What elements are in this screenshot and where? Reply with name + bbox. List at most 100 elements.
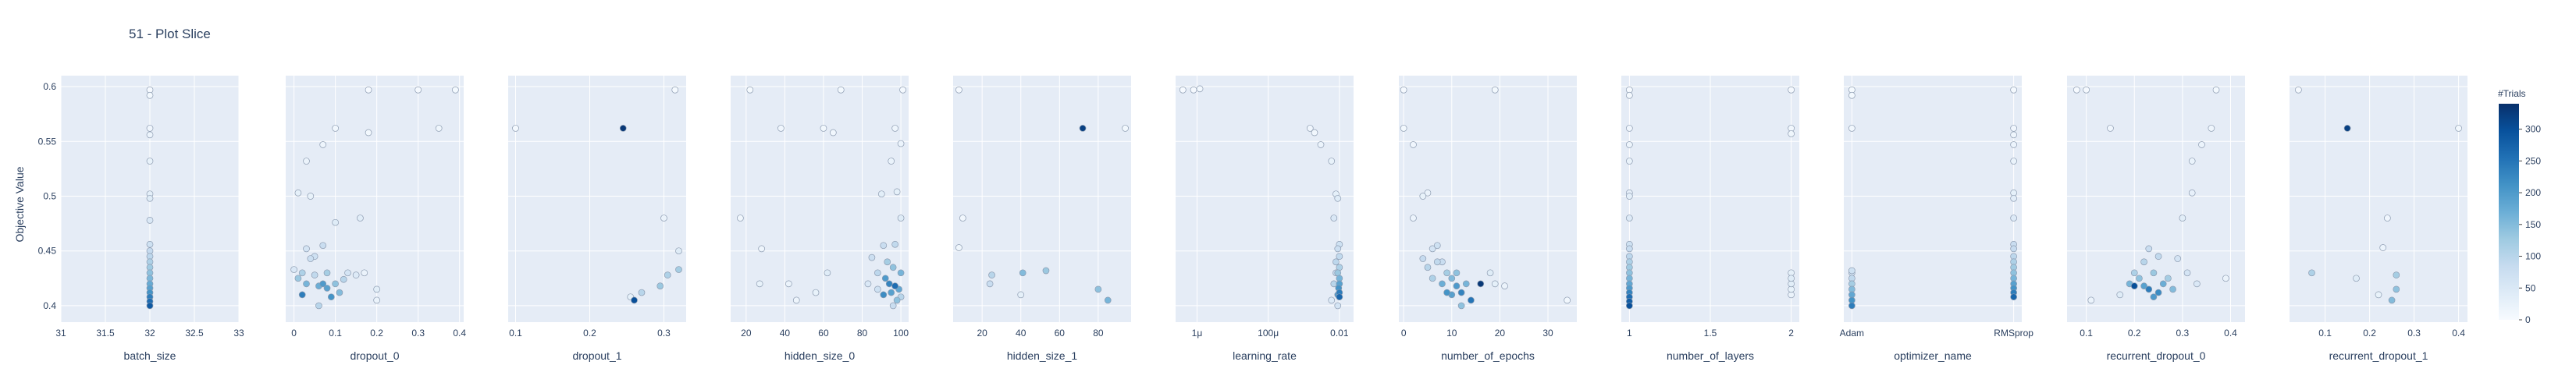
data-point[interactable]	[792, 296, 800, 304]
data-point[interactable]	[1311, 129, 1318, 136]
data-point[interactable]	[2010, 86, 2017, 94]
data-point[interactable]	[1042, 267, 1050, 275]
data-point[interactable]	[1328, 158, 1336, 165]
data-point[interactable]	[2375, 291, 2382, 299]
data-point[interactable]	[756, 280, 763, 288]
data-point[interactable]	[893, 296, 901, 304]
data-point[interactable]	[2010, 158, 2017, 165]
data-point[interactable]	[897, 269, 905, 277]
data-point[interactable]	[435, 125, 443, 132]
data-point[interactable]	[2010, 214, 2017, 222]
data-point[interactable]	[2393, 285, 2400, 293]
data-point[interactable]	[891, 240, 899, 248]
data-point[interactable]	[2140, 258, 2147, 266]
data-point[interactable]	[2179, 214, 2186, 222]
data-point[interactable]	[873, 285, 881, 293]
data-point[interactable]	[873, 269, 881, 277]
data-point[interactable]	[1564, 296, 1571, 304]
data-point[interactable]	[1453, 269, 1461, 277]
data-point[interactable]	[1626, 214, 1633, 222]
data-point[interactable]	[1079, 125, 1087, 132]
data-point[interactable]	[146, 240, 154, 248]
data-point[interactable]	[888, 289, 895, 296]
data-point[interactable]	[1317, 141, 1325, 148]
data-point[interactable]	[332, 125, 339, 132]
data-point[interactable]	[1457, 302, 1465, 310]
data-point[interactable]	[1410, 141, 1417, 148]
data-point[interactable]	[2379, 244, 2387, 251]
data-point[interactable]	[2145, 245, 2153, 253]
data-point[interactable]	[311, 271, 318, 278]
data-point[interactable]	[1848, 267, 1856, 275]
data-point[interactable]	[2010, 245, 2017, 253]
data-point[interactable]	[307, 255, 315, 262]
data-point[interactable]	[146, 194, 154, 202]
data-point[interactable]	[2165, 275, 2172, 282]
data-point[interactable]	[1443, 289, 1450, 296]
data-point[interactable]	[298, 291, 306, 299]
data-point[interactable]	[737, 214, 744, 222]
data-point[interactable]	[2136, 275, 2143, 282]
data-point[interactable]	[671, 86, 679, 94]
data-point[interactable]	[323, 269, 331, 277]
data-point[interactable]	[1334, 194, 1342, 202]
data-point[interactable]	[777, 125, 785, 132]
data-point[interactable]	[1433, 242, 1441, 250]
data-point[interactable]	[2183, 269, 2191, 277]
data-point[interactable]	[1626, 158, 1633, 165]
data-point[interactable]	[319, 242, 327, 250]
data-point[interactable]	[2169, 285, 2176, 293]
data-point[interactable]	[2212, 86, 2220, 94]
data-point[interactable]	[2353, 275, 2360, 282]
data-point[interactable]	[885, 280, 893, 288]
data-point[interactable]	[1788, 130, 1795, 137]
data-point[interactable]	[889, 264, 897, 271]
data-point[interactable]	[1328, 296, 1336, 304]
data-point[interactable]	[146, 131, 154, 139]
data-point[interactable]	[327, 293, 335, 301]
data-point[interactable]	[2308, 269, 2315, 277]
data-point[interactable]	[889, 302, 897, 310]
data-point[interactable]	[897, 140, 905, 147]
data-point[interactable]	[2194, 280, 2201, 288]
data-point[interactable]	[986, 280, 994, 288]
data-point[interactable]	[1400, 125, 1407, 132]
data-point[interactable]	[365, 86, 372, 94]
data-point[interactable]	[1443, 269, 1450, 277]
data-point[interactable]	[1468, 296, 1475, 304]
data-point[interactable]	[2150, 269, 2158, 277]
data-point[interactable]	[1122, 125, 1129, 132]
data-point[interactable]	[361, 269, 368, 277]
data-point[interactable]	[2130, 282, 2138, 290]
data-point[interactable]	[1330, 214, 1338, 222]
data-point[interactable]	[1017, 291, 1025, 299]
data-point[interactable]	[303, 245, 310, 253]
data-point[interactable]	[319, 141, 327, 148]
data-point[interactable]	[1486, 269, 1494, 277]
data-point[interactable]	[824, 269, 831, 277]
data-point[interactable]	[1848, 302, 1856, 310]
data-point[interactable]	[877, 190, 885, 198]
data-point[interactable]	[2116, 291, 2124, 299]
data-point[interactable]	[2010, 131, 2017, 139]
data-point[interactable]	[298, 269, 306, 277]
data-point[interactable]	[959, 214, 966, 222]
data-point[interactable]	[512, 125, 519, 132]
data-point[interactable]	[758, 245, 766, 253]
data-point[interactable]	[373, 285, 381, 293]
data-point[interactable]	[1410, 214, 1417, 222]
data-point[interactable]	[1462, 280, 1470, 288]
data-point[interactable]	[1626, 245, 1633, 253]
data-point[interactable]	[415, 86, 422, 94]
data-point[interactable]	[2010, 125, 2017, 132]
data-point[interactable]	[344, 269, 351, 277]
data-point[interactable]	[675, 247, 682, 255]
data-point[interactable]	[1491, 86, 1499, 94]
data-point[interactable]	[332, 280, 339, 288]
data-point[interactable]	[2010, 194, 2017, 202]
data-point[interactable]	[1626, 302, 1633, 310]
data-point[interactable]	[656, 282, 664, 290]
data-point[interactable]	[1501, 282, 1508, 290]
data-point[interactable]	[2154, 289, 2162, 296]
data-point[interactable]	[1448, 275, 1456, 282]
